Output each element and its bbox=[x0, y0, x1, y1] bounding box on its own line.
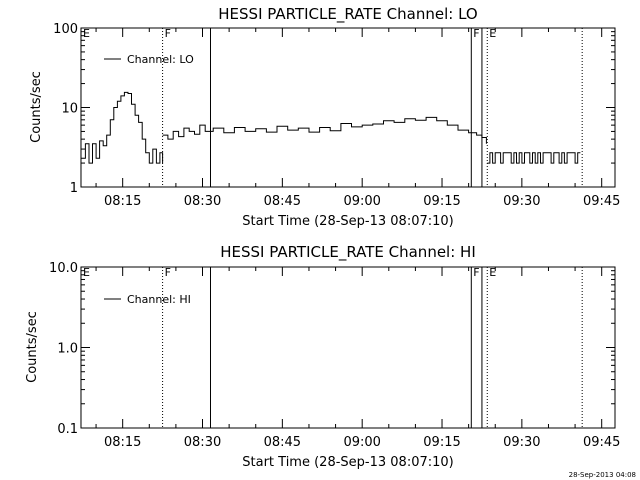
hi-y-ticks: 0.1 1.0 10.0 bbox=[49, 261, 615, 437]
lo-y-ticks: 1 10 100 bbox=[53, 22, 615, 196]
hi-y-tick-label: 10.0 bbox=[49, 261, 78, 276]
hi-legend-label: Channel: HI bbox=[127, 293, 191, 306]
lo-chart-title: HESSI PARTICLE_RATE Channel: LO bbox=[218, 5, 477, 24]
hi-marker-label-f: F bbox=[165, 266, 171, 279]
lo-x-tick-label: 09:15 bbox=[423, 194, 460, 209]
generation-timestamp: 28-Sep-2013 04:08 bbox=[569, 471, 636, 479]
hi-y-tick-label: 0.1 bbox=[57, 422, 78, 437]
hi-marker-label-e: E bbox=[83, 266, 90, 279]
lo-legend-label: Channel: LO bbox=[127, 53, 194, 66]
lo-x-tick-label: 09:00 bbox=[343, 194, 380, 209]
lo-marker-label-f: F bbox=[165, 27, 171, 40]
lo-x-tick-label: 08:15 bbox=[104, 194, 141, 209]
hi-x-ticks: 08:15 08:30 08:45 09:00 09:15 09:30 09:45 bbox=[95, 267, 620, 450]
hi-y-tick-label: 1.0 bbox=[57, 342, 78, 357]
lo-y-tick-label: 100 bbox=[53, 22, 78, 37]
lo-legend: Channel: LO bbox=[104, 53, 194, 66]
lo-x-axis-label: Start Time (28-Sep-13 08:07:10) bbox=[242, 214, 453, 229]
lo-x-ticks: 08:15 08:30 08:45 09:00 09:15 09:30 09:45 bbox=[95, 28, 620, 209]
lo-x-tick-label: 08:45 bbox=[264, 194, 301, 209]
hi-x-tick-label: 08:45 bbox=[264, 435, 301, 450]
lo-y-axis-label: Counts/sec bbox=[29, 71, 44, 143]
hi-marker-label-f: F bbox=[473, 266, 479, 279]
hi-x-tick-label: 09:00 bbox=[343, 435, 380, 450]
hi-x-tick-label: 08:30 bbox=[184, 435, 221, 450]
lo-marker-label-f: F bbox=[473, 27, 479, 40]
lo-y-tick-label: 1 bbox=[70, 181, 78, 196]
hi-x-axis-label: Start Time (28-Sep-13 08:07:10) bbox=[242, 455, 453, 470]
lo-x-tick-label: 09:45 bbox=[583, 194, 620, 209]
hi-channel-chart: HESSI PARTICLE_RATE Channel: HI Start Ti… bbox=[25, 243, 620, 470]
lo-x-tick-label: 09:30 bbox=[503, 194, 540, 209]
hi-x-tick-label: 09:15 bbox=[423, 435, 460, 450]
hi-x-tick-label: 09:45 bbox=[583, 435, 620, 450]
lo-channel-chart: HESSI PARTICLE_RATE Channel: LO Start Ti… bbox=[29, 5, 620, 229]
hi-x-tick-label: 08:15 bbox=[104, 435, 141, 450]
hi-x-tick-label: 09:30 bbox=[503, 435, 540, 450]
hi-legend: Channel: HI bbox=[104, 293, 191, 306]
hi-chart-title: HESSI PARTICLE_RATE Channel: HI bbox=[220, 243, 476, 262]
lo-x-tick-label: 08:30 bbox=[184, 194, 221, 209]
lo-series-line bbox=[162, 116, 487, 144]
lo-y-tick-label: 10 bbox=[61, 102, 78, 117]
lo-series-line bbox=[81, 91, 164, 164]
lo-series-line bbox=[487, 152, 581, 164]
hi-y-axis-label: Counts/sec bbox=[25, 311, 40, 383]
lo-series bbox=[81, 91, 581, 164]
hi-marker-label-e: E bbox=[489, 266, 496, 279]
lo-marker-label-e: E bbox=[489, 27, 496, 40]
lo-marker-label-e: E bbox=[83, 27, 90, 40]
